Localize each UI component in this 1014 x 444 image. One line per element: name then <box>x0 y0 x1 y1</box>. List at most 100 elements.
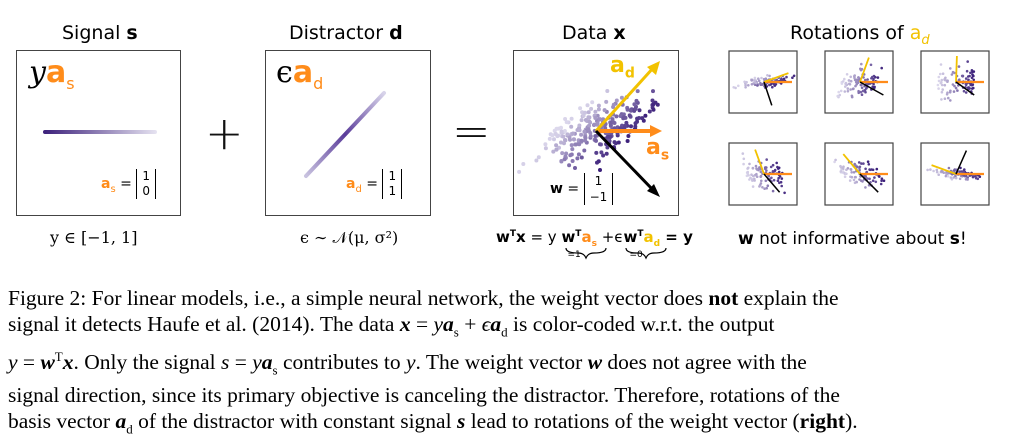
data-point <box>614 114 619 119</box>
data-point <box>579 118 584 123</box>
rotations-grid <box>728 50 998 210</box>
signal-scatter <box>43 130 157 134</box>
data-plot: ad as w = 1 −1 <box>513 50 679 216</box>
data-point <box>626 134 631 138</box>
data-point <box>577 128 582 133</box>
data-point <box>595 160 599 165</box>
data-point <box>571 131 575 136</box>
rotations-note: w not informative about s! <box>738 229 967 249</box>
data-point <box>594 150 599 155</box>
data-point <box>625 139 630 143</box>
data-point <box>564 151 569 156</box>
data-point <box>632 102 637 107</box>
data-point <box>586 115 591 120</box>
data-point <box>633 121 638 126</box>
data-point <box>574 142 579 147</box>
data-point <box>643 113 648 118</box>
plus-operator: + <box>205 106 244 160</box>
rotations-title: Rotations of ad <box>790 22 930 48</box>
data-point <box>534 158 539 163</box>
data-point <box>559 159 564 163</box>
data-point <box>561 134 566 139</box>
data-point <box>551 149 556 154</box>
data-point <box>634 98 639 103</box>
data-point <box>587 123 592 128</box>
data-point <box>577 142 582 147</box>
data-point <box>563 117 568 121</box>
data-point <box>593 134 598 139</box>
data-point <box>521 162 526 166</box>
data-point <box>651 102 656 107</box>
signal-title: Signal s <box>62 22 138 44</box>
data-point <box>550 133 555 138</box>
data-point <box>583 110 587 115</box>
data-point <box>570 147 575 152</box>
data-point <box>553 132 558 136</box>
data-point <box>569 124 574 129</box>
rotation-panel <box>824 50 894 114</box>
data-point <box>651 107 656 112</box>
data-point <box>564 120 569 125</box>
data-point <box>576 152 581 157</box>
data-point <box>570 159 575 163</box>
data-scatter <box>517 61 662 197</box>
data-point <box>568 137 572 142</box>
data-point <box>605 145 610 150</box>
data-point <box>559 129 564 134</box>
ad-label: ad <box>610 53 635 82</box>
data-point <box>588 120 593 125</box>
data-point <box>569 116 574 121</box>
data-point <box>610 117 615 122</box>
data-point <box>589 106 594 111</box>
data-point <box>586 127 591 132</box>
data-point <box>563 138 567 142</box>
distractor-title: Distractor d <box>289 22 403 44</box>
rotation-panel <box>824 142 894 206</box>
rotation-panel <box>728 50 798 114</box>
rotations-svg <box>728 50 990 206</box>
equals-operator: = <box>452 104 491 158</box>
data-point <box>604 151 609 156</box>
data-point <box>562 129 567 133</box>
data-point <box>562 141 566 146</box>
data-point <box>650 98 655 103</box>
w-arrow <box>594 129 656 193</box>
data-point <box>608 123 613 127</box>
data-point <box>586 110 591 115</box>
data-point <box>593 109 598 114</box>
data-formula: wTx = y wTas =1 +ϵwTad =0 = y <box>496 228 693 260</box>
data-point <box>595 121 600 126</box>
data-point <box>627 113 632 118</box>
data-point <box>625 107 630 112</box>
data-point <box>601 153 606 158</box>
data-point <box>571 137 576 142</box>
data-point <box>575 156 580 161</box>
data-point <box>573 166 577 170</box>
data-point <box>640 116 645 121</box>
data-point <box>588 134 593 139</box>
data-point <box>585 103 590 108</box>
data-point <box>622 125 627 130</box>
data-point <box>583 135 588 140</box>
ad-arrow <box>594 65 656 133</box>
data-point <box>590 100 595 105</box>
data-point <box>629 124 633 129</box>
data-point <box>602 108 607 113</box>
data-point <box>596 107 601 112</box>
data-point <box>628 108 633 113</box>
data-point <box>611 120 616 125</box>
data-point <box>579 132 584 137</box>
data-point <box>583 118 588 122</box>
data-point <box>582 129 587 134</box>
data-point <box>562 157 567 162</box>
data-point <box>552 137 556 142</box>
data-point <box>619 95 624 100</box>
data-point <box>565 132 570 137</box>
w-arrowhead <box>647 184 660 197</box>
data-point <box>581 113 586 118</box>
as-label: as <box>646 135 670 164</box>
data-point <box>517 169 522 174</box>
data-point <box>554 126 559 131</box>
distractor-label: ϵad <box>276 55 324 93</box>
data-point <box>554 147 559 152</box>
